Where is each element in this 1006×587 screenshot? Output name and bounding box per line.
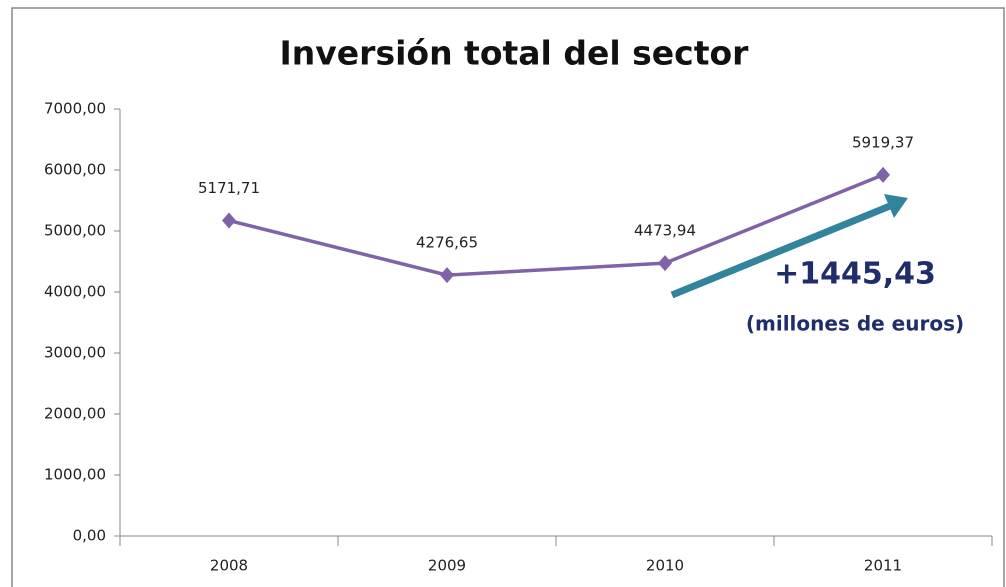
point-marker — [658, 255, 672, 272]
y-tick-label: 1000,00 — [44, 466, 106, 484]
annotation: (millones de euros) — [746, 312, 964, 336]
line — [228, 173, 884, 277]
trend-arrow — [670, 202, 892, 299]
data-label: 5919,37 — [852, 133, 914, 151]
y-tick-label: 5000,00 — [44, 222, 106, 240]
data-label: 4473,94 — [634, 222, 696, 240]
x-tick-label: 2010 — [646, 557, 684, 575]
x-tick-label: 2008 — [210, 557, 248, 575]
chart-title: Inversión total del sector — [280, 34, 750, 73]
trend-arrow-head — [884, 194, 908, 218]
y-tick-label: 2000,00 — [44, 405, 106, 423]
y-tick-label: 4000,00 — [44, 283, 106, 301]
y-tick-label: 0,00 — [73, 527, 106, 545]
y-tick-label: 6000,00 — [44, 161, 106, 179]
annotation: +1445,43 — [774, 257, 936, 292]
point-marker — [222, 212, 236, 229]
point-marker — [876, 166, 890, 183]
y-tick-label: 7000,00 — [44, 100, 106, 118]
x-tick-label: 2009 — [428, 557, 466, 575]
y-tick-label: 3000,00 — [44, 344, 106, 362]
x-tick-label: 2011 — [864, 557, 902, 575]
data-label: 5171,71 — [198, 179, 260, 197]
point-marker — [440, 267, 454, 284]
data-label: 4276,65 — [416, 234, 478, 252]
chart-border — [11, 7, 1005, 587]
